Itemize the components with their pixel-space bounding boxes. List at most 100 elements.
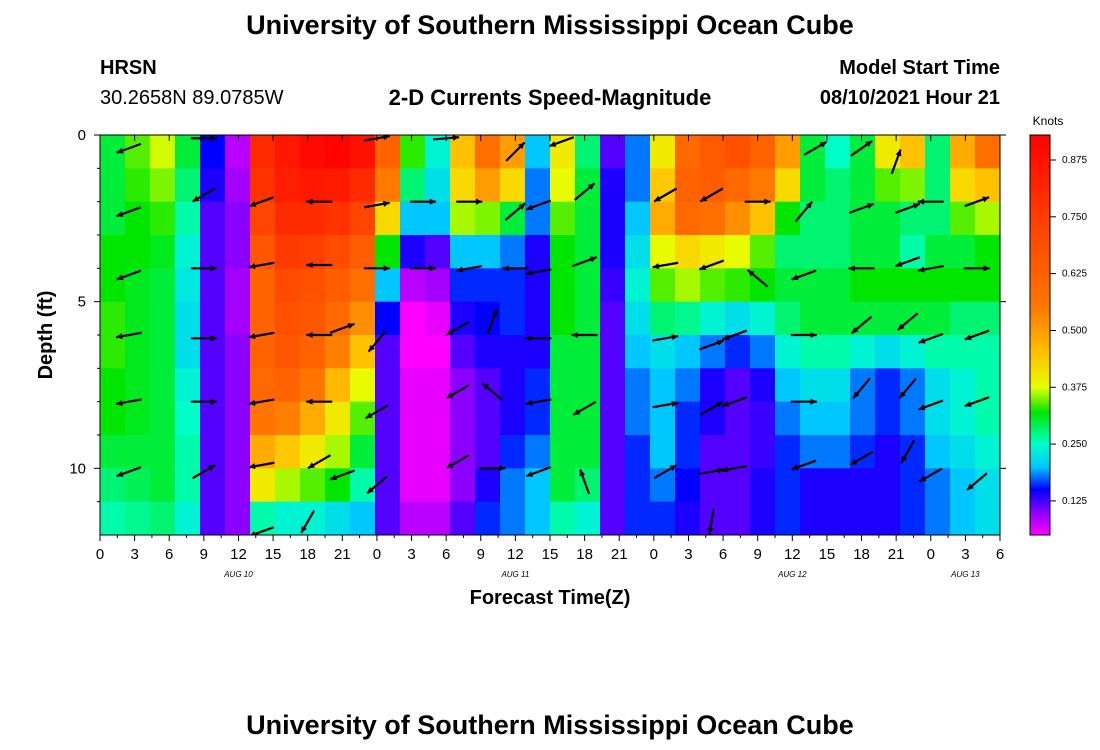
heatmap-cell [425,168,451,203]
heatmap-cell [400,468,426,503]
current-vector [481,382,503,401]
x-tick-label: 9 [754,546,762,563]
heatmap-cell [750,201,776,236]
heatmap-cell [200,301,226,336]
heatmap-cell [975,335,1000,369]
heatmap-cell [375,368,401,403]
heatmap-cell [525,468,551,503]
current-vector [890,149,902,175]
colorbar [1029,134,1051,536]
heatmap-cell [450,468,476,503]
current-vector [963,265,990,272]
current-vector [190,398,217,405]
current-vector [794,201,814,223]
heatmap-cell [300,368,326,403]
station-coords: 30.2658N 89.0785W [100,87,284,109]
heatmap-cell [775,335,801,369]
heatmap-cell [475,135,501,169]
heatmap-cell [800,468,826,503]
heatmap-cell [125,268,151,303]
heatmap-cell [550,368,576,403]
vector-head [571,331,578,339]
current-vector [747,269,769,288]
current-vector [897,312,919,331]
heatmap-cell [825,435,851,469]
vector-head [116,147,124,154]
main-title: University of Southern Mississippi Ocean… [246,10,854,40]
heatmap-cell [825,201,851,236]
heatmap-cell [775,268,801,303]
heatmap-cell [675,135,701,169]
heatmap-cell [500,435,526,469]
heatmap-cell [300,435,326,469]
vector-head [671,400,679,407]
heatmap-cell [600,168,626,203]
heatmap-cell [250,401,276,436]
heatmap-cell [450,368,476,403]
y-tick-label: 0 [78,127,86,144]
current-vector [445,454,470,470]
heatmap-cell [400,435,426,469]
heatmap-cell [525,435,551,469]
heatmap-cell [150,235,176,269]
heatmap-cell [475,268,501,303]
heatmap-cell [350,135,376,169]
vector-head [810,398,817,405]
heatmap-cell [600,501,626,535]
heatmap-cell [900,135,926,169]
vector-head [810,331,817,339]
heatmap-cell [650,435,676,469]
colorbar-tick-label: 0.625 [1062,269,1087,280]
heatmap-cell [250,468,276,503]
vector-head [983,265,990,272]
vector-head [918,337,926,344]
heatmap-cell [975,368,1000,403]
vector-head [895,261,903,267]
current-vector [306,198,333,205]
vector-head [912,203,920,209]
current-vector [190,335,217,342]
heatmap-cell [825,301,851,336]
heatmap-cell [275,435,301,469]
heatmap-cell [600,268,626,303]
current-vector [900,439,916,464]
heatmap-cell [700,201,726,236]
heatmap-cell [550,235,576,269]
vector-head [307,462,315,469]
heatmap-cell [150,301,176,336]
heatmap-cell [250,368,276,403]
heatmap-cell [175,368,201,403]
current-vector [329,322,355,334]
heatmap-cell [575,201,601,236]
heatmap-cell [575,335,601,369]
heatmap-cell [825,168,851,203]
vector-head [192,195,200,202]
heatmap-cell [750,301,776,336]
current-vector [721,464,748,473]
x-tick-label: 9 [200,546,208,563]
heatmap-cell [500,235,526,269]
heatmap-cell [175,335,201,369]
heatmap-cell [475,201,501,236]
heatmap-cell [375,435,401,469]
heatmap-cell [300,301,326,336]
heatmap-cell [650,368,676,403]
current-vector [918,332,944,344]
current-vector [116,466,142,478]
heatmap-cell [975,435,1000,469]
heatmap-cell [675,301,701,336]
heatmap-cell [950,235,976,269]
vector-head [525,335,532,342]
vector-head [716,339,724,346]
heatmap-cell [650,301,676,336]
vector-head [819,141,827,148]
heatmap-cell [425,335,451,369]
heatmap-cell [200,201,226,236]
vector-head [715,401,723,408]
vector-head [446,462,454,469]
heatmap-cell [675,268,701,303]
heatmap-cell [550,335,576,369]
heatmap-cell [625,135,651,169]
vector-head [446,329,454,335]
heatmap-cell [475,235,501,269]
